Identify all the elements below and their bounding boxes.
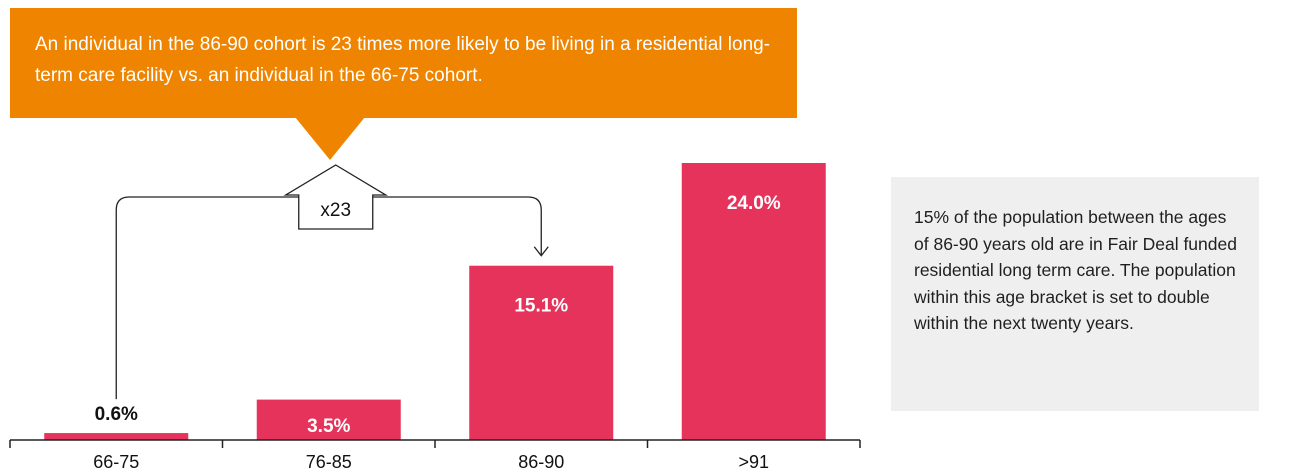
bar-66-75: [44, 433, 189, 440]
bar-76-85: [256, 399, 401, 440]
tick-label: 86-90: [518, 452, 564, 472]
bracket-arrowhead: [533, 246, 549, 257]
bar-86-90: [469, 265, 614, 440]
note-text: 15% of the population between the ages o…: [914, 207, 1237, 333]
data-label: 24.0%: [727, 193, 781, 214]
tick-label: >91: [738, 452, 769, 472]
bar->91: [681, 163, 826, 440]
callout-pointer: [295, 117, 365, 160]
tick-label: 76-85: [306, 452, 352, 472]
note-box: 15% of the population between the ages o…: [891, 177, 1259, 411]
tick-label: 66-75: [93, 452, 139, 472]
multiplier-label: x23: [320, 200, 351, 221]
data-label: 0.6%: [95, 404, 138, 425]
data-label: 15.1%: [514, 296, 568, 317]
data-label: 3.5%: [307, 416, 350, 437]
up-arrow-icon: [283, 164, 389, 230]
insight-callout: An individual in the 86-90 cohort is 23 …: [10, 8, 797, 118]
callout-text: An individual in the 86-90 cohort is 23 …: [35, 34, 771, 86]
bar-chart: 0.6% 66-75 3.5% 76-85 15.1% 86-90 24.0% >91 x23: [9, 163, 861, 472]
